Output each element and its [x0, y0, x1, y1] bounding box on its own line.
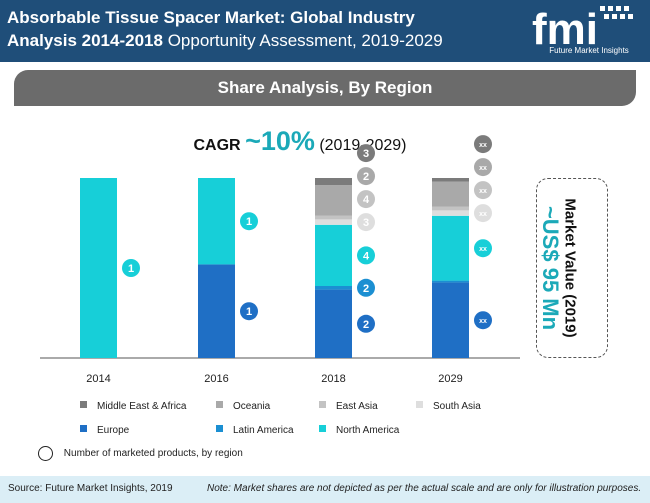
cagr-value: ~10% [245, 126, 315, 156]
market-value-label: Market Value (2019) [561, 198, 579, 338]
count-label: 2 [363, 319, 369, 331]
bar-latin_america-2018 [315, 286, 352, 290]
count-badge-middle_east_africa [474, 135, 492, 154]
count-label: xx [479, 188, 487, 195]
count-label: 2 [363, 171, 369, 183]
title-line-1: Absorbable Tissue Spacer Market: Global … [7, 8, 415, 27]
count-label: xx [479, 318, 487, 325]
title-line-2-rest: Opportunity Assessment, 2019-2029 [167, 31, 443, 50]
count-label: 1 [246, 306, 252, 318]
circle-icon [38, 446, 53, 461]
legend-item: South Asia [416, 400, 481, 414]
count-label: xx [479, 142, 487, 149]
footer-source: Source: Future Market Insights, 2019 [8, 483, 173, 494]
fmi-logo: fmi [532, 5, 633, 54]
logo-tagline: Future Market Insights [549, 46, 629, 55]
legend-label: Middle East & Africa [97, 401, 187, 412]
logo-text: fmi [532, 5, 598, 54]
legend-item: Oceania [216, 400, 270, 414]
bar-south_asia-2029 [432, 210, 469, 216]
bar-europe-2018 [315, 289, 352, 358]
legend-label: East Asia [336, 401, 378, 412]
legend-swatch [319, 425, 326, 432]
count-badge-latin_america [357, 278, 375, 297]
x-tick-label: 2016 [204, 373, 228, 385]
count-badge-north_america [357, 246, 375, 265]
count-badge-europe [474, 311, 492, 330]
legend-item: Middle East & Africa [80, 400, 186, 414]
legend-item: Latin America [216, 424, 294, 438]
report-title: Absorbable Tissue Spacer Market: Global … [7, 6, 507, 52]
count-badge-north_america [122, 259, 140, 277]
legend-label: Latin America [233, 425, 294, 436]
count-label: xx [479, 246, 487, 253]
bar-europe-2029 [432, 282, 469, 358]
count-label: xx [479, 211, 487, 218]
x-tick-label: 2018 [321, 373, 345, 385]
legend-swatch [80, 425, 87, 432]
cagr-label: CAGR [193, 137, 241, 154]
x-tick-label: 2014 [86, 373, 110, 385]
count-badge-middle_east_africa [357, 144, 375, 163]
footer-note: Note: Market shares are not depicted as … [207, 483, 642, 494]
count-badge-south_asia [357, 213, 375, 232]
count-label: 1 [246, 216, 252, 228]
bar-north_america-2029 [432, 215, 469, 281]
bar-middle_east_africa-2029 [432, 178, 469, 182]
count-badge-oceania [474, 158, 492, 177]
bar-latin_america-2029 [432, 280, 469, 283]
footer-bar: Source: Future Market Insights, 2019 Not… [0, 476, 650, 503]
bar-middle_east_africa-2018 [315, 178, 352, 186]
legend-item: Europe [80, 424, 129, 438]
legend-item: North America [319, 424, 399, 438]
bar-east_asia-2018 [315, 215, 352, 220]
count-badge-east_asia [357, 190, 375, 209]
bar-east_asia-2029 [432, 206, 469, 211]
legend-swatch [416, 401, 423, 408]
count-label: 1 [128, 263, 134, 275]
bar-oceania-2018 [315, 185, 352, 216]
chart-legend: Middle East & Africa Oceania East Asia Sout… [80, 400, 520, 442]
header-bar: Absorbable Tissue Spacer Market: Global … [0, 0, 650, 62]
count-label: xx [479, 165, 487, 172]
count-badge-north_america [240, 212, 258, 231]
bar-north_america-2016 [198, 178, 235, 265]
count-badge-east_asia [474, 181, 492, 200]
legend-swatch [216, 401, 223, 408]
count-label: 2 [363, 283, 369, 295]
bar-north_america-2014 [80, 178, 117, 358]
legend-label: North America [336, 425, 400, 436]
market-value-amount: ~US$ 95 Mn [538, 205, 563, 331]
count-badge-europe [357, 314, 375, 333]
legend-label: Oceania [233, 401, 271, 412]
legend-label: South Asia [433, 401, 481, 412]
count-badge-south_asia [474, 204, 492, 223]
count-label: 4 [363, 250, 370, 262]
count-badge-north_america [474, 239, 492, 258]
legend-swatch [319, 401, 326, 408]
title-line-2: Analysis 2014-2018 [7, 31, 163, 50]
count-label: 3 [363, 217, 369, 229]
circle-note-text: Number of marketed products, by region [63, 448, 243, 460]
count-badge-europe [240, 302, 258, 321]
count-badge-oceania [357, 167, 375, 186]
legend-swatch [216, 425, 223, 432]
count-label: 3 [363, 148, 369, 160]
market-value-box [536, 178, 608, 358]
legend-swatch [80, 401, 87, 408]
bar-oceania-2029 [432, 181, 469, 207]
bar-north_america-2018 [315, 224, 352, 286]
bar-europe-2016 [198, 264, 235, 358]
legend-item: East Asia [319, 400, 378, 414]
bar-south_asia-2018 [315, 219, 352, 225]
section-title: Share Analysis, By Region [14, 70, 636, 106]
legend-label: Europe [97, 425, 130, 436]
cagr-line: CAGR ~10% (2019-2029) [140, 126, 460, 157]
circle-note: Number of marketed products, by region [38, 446, 243, 462]
x-tick-label: 2029 [438, 373, 462, 385]
count-label: 4 [363, 194, 370, 206]
